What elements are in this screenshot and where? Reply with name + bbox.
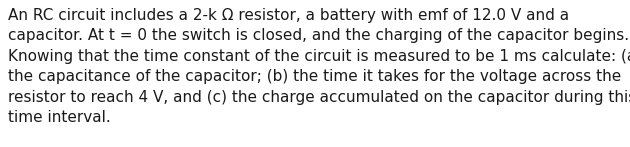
Text: An RC circuit includes a 2-k Ω resistor, a battery with emf of 12.0 V and a
capa: An RC circuit includes a 2-k Ω resistor,… <box>8 8 630 125</box>
